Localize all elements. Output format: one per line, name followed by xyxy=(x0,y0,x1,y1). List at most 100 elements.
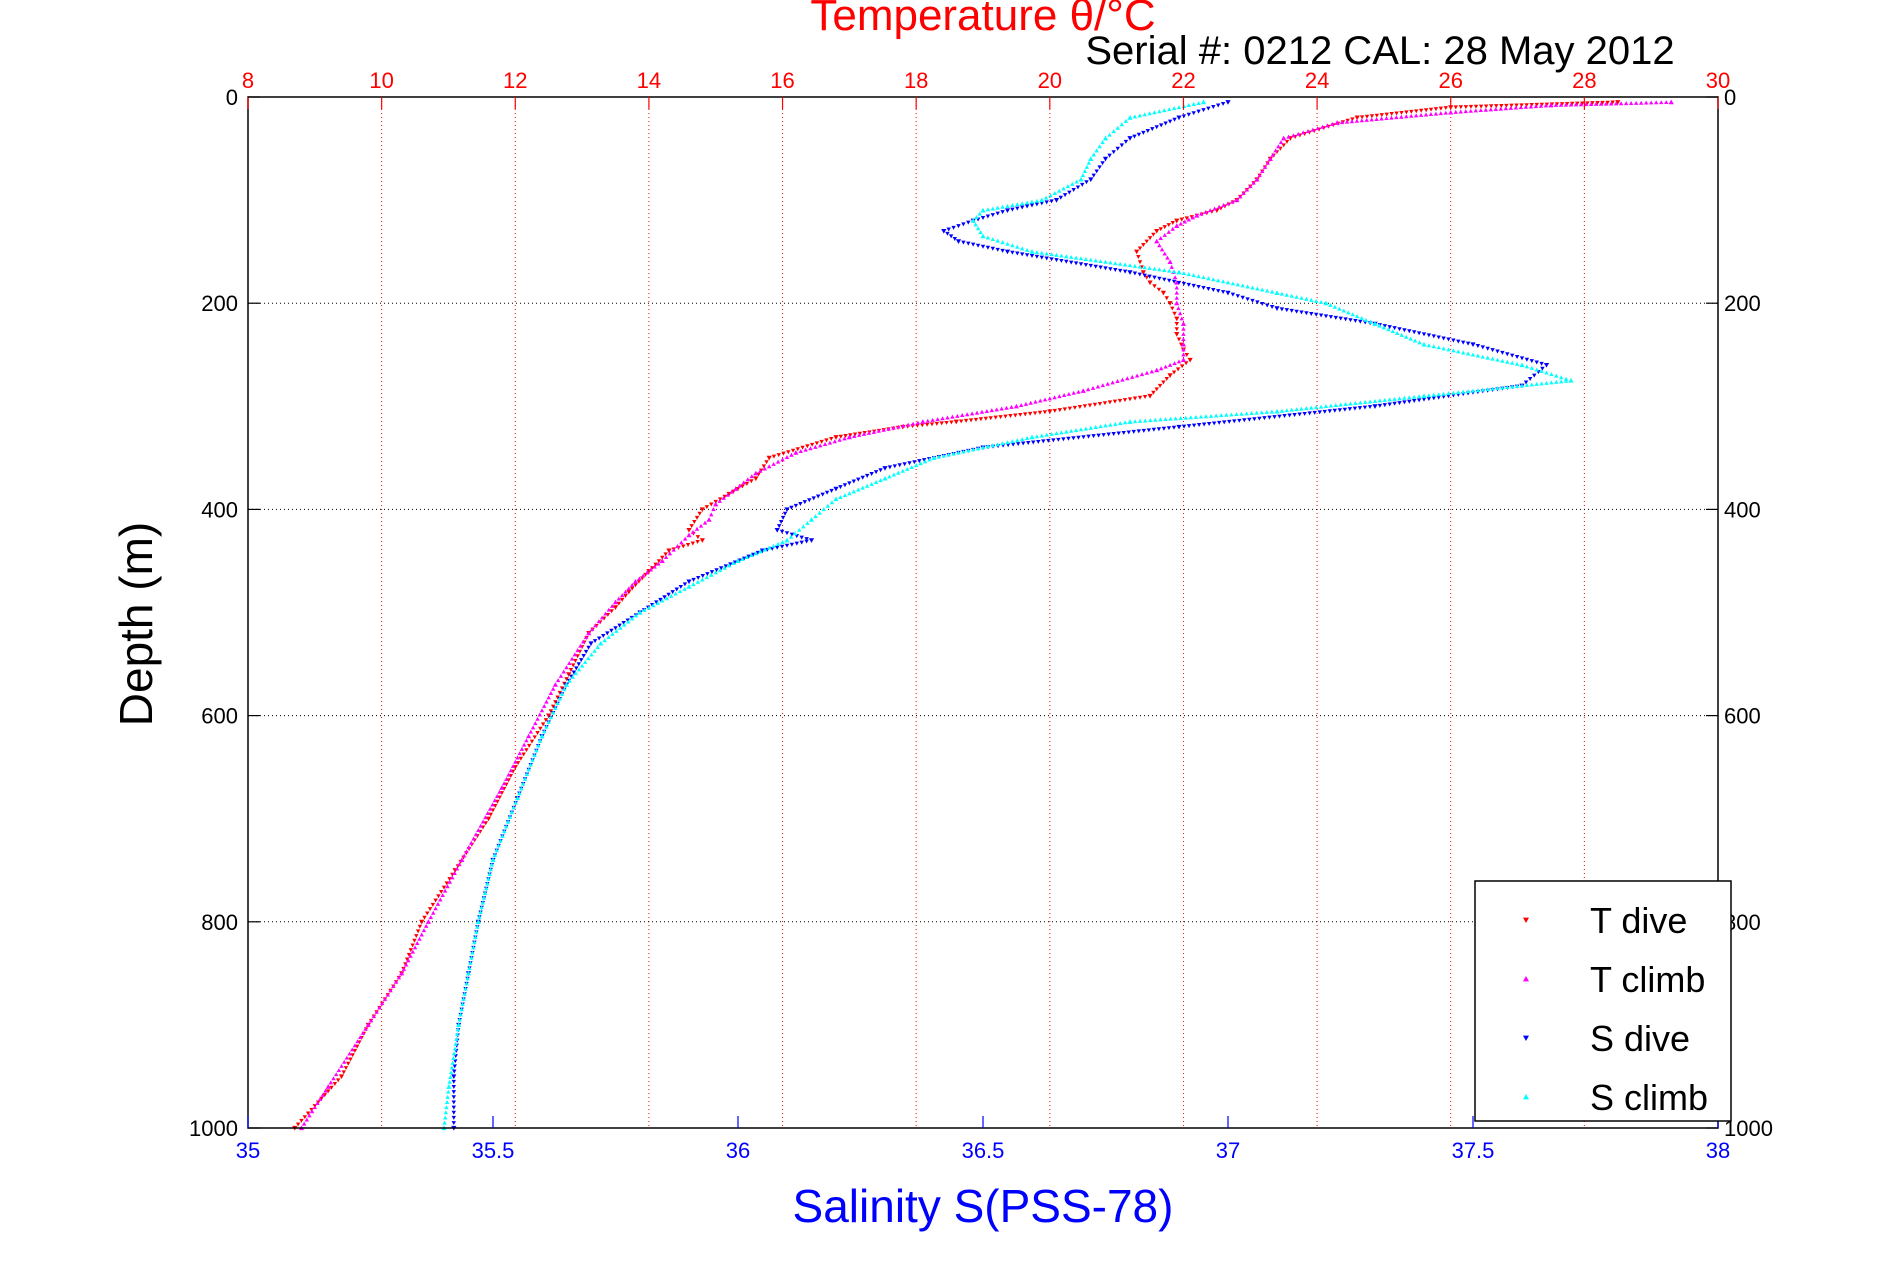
data-point xyxy=(1377,323,1382,328)
data-point xyxy=(1177,311,1183,316)
data-point xyxy=(522,776,528,781)
data-point xyxy=(1073,428,1079,433)
data-point xyxy=(474,929,479,934)
data-point xyxy=(1061,393,1067,398)
data-point xyxy=(956,450,961,455)
data-point xyxy=(1113,261,1118,266)
data-point xyxy=(599,615,605,620)
data-point xyxy=(789,542,795,547)
data-point xyxy=(838,485,843,490)
data-point xyxy=(1328,302,1333,307)
legend-label-s-dive: S dive xyxy=(1590,1018,1690,1059)
data-point xyxy=(1389,112,1394,117)
data-point xyxy=(1384,112,1389,117)
data-point xyxy=(1407,395,1412,400)
data-point xyxy=(1026,441,1031,445)
data-point xyxy=(771,454,777,459)
data-point xyxy=(1539,102,1545,107)
data-point xyxy=(1112,399,1118,404)
data-point xyxy=(1095,384,1101,389)
data-point xyxy=(1052,395,1057,400)
data-point xyxy=(1395,330,1400,335)
data-point xyxy=(578,643,583,648)
temperature-tick-label: 14 xyxy=(637,68,661,93)
salinity-tick-label: 35 xyxy=(236,1138,260,1163)
data-point xyxy=(480,900,486,905)
data-point xyxy=(1151,427,1157,432)
data-point xyxy=(567,678,572,683)
data-point xyxy=(1132,263,1138,268)
data-point xyxy=(1418,112,1424,117)
data-point xyxy=(782,511,788,516)
data-point xyxy=(1162,108,1167,113)
data-point xyxy=(636,579,642,584)
data-point xyxy=(1392,396,1397,401)
data-point xyxy=(425,919,432,924)
data-point xyxy=(837,437,842,442)
data-point xyxy=(322,1093,328,1098)
data-point xyxy=(1615,100,1621,105)
data-point xyxy=(1145,128,1151,133)
data-point xyxy=(562,687,567,692)
data-point xyxy=(779,529,785,534)
data-point xyxy=(964,412,970,417)
data-point xyxy=(1119,122,1125,127)
data-point xyxy=(1441,346,1446,351)
data-point xyxy=(658,597,663,602)
data-point xyxy=(1465,351,1471,356)
data-point xyxy=(1051,438,1056,443)
data-point xyxy=(780,457,785,462)
data-point xyxy=(1382,403,1387,408)
data-point xyxy=(583,649,589,654)
data-point xyxy=(430,910,436,915)
data-point xyxy=(1475,388,1481,393)
data-point xyxy=(537,738,543,743)
data-point xyxy=(415,929,421,934)
data-point xyxy=(1024,436,1030,441)
temperature-tick-label: 18 xyxy=(904,68,928,93)
data-point xyxy=(1262,164,1268,169)
data-point xyxy=(1623,101,1629,106)
data-point xyxy=(1279,408,1285,413)
data-point xyxy=(427,907,433,912)
data-point xyxy=(1333,403,1338,408)
data-point xyxy=(1085,387,1091,392)
data-point xyxy=(860,485,865,490)
data-point xyxy=(633,583,638,588)
data-point xyxy=(1274,306,1280,311)
data-point xyxy=(674,587,679,592)
data-point xyxy=(1282,414,1287,419)
data-point xyxy=(1580,101,1585,106)
data-point xyxy=(741,556,747,561)
data-point xyxy=(586,645,591,650)
data-point xyxy=(1174,295,1179,300)
data-point xyxy=(798,449,803,454)
data-point xyxy=(968,418,974,423)
data-point xyxy=(686,579,692,585)
data-point xyxy=(961,449,966,454)
data-point xyxy=(393,979,399,984)
data-point xyxy=(1000,204,1005,209)
data-point xyxy=(1176,359,1182,364)
data-point xyxy=(445,884,450,889)
series-layer xyxy=(292,99,1674,1131)
data-point xyxy=(1220,290,1226,295)
data-point xyxy=(1174,223,1180,228)
data-point xyxy=(985,214,991,219)
data-point xyxy=(1167,259,1173,265)
data-point xyxy=(1485,387,1490,392)
data-point xyxy=(1074,179,1079,184)
data-point xyxy=(492,798,498,803)
data-point xyxy=(1284,292,1289,297)
data-point xyxy=(1009,404,1014,409)
data-point xyxy=(1153,417,1158,422)
data-point xyxy=(966,448,971,453)
data-point xyxy=(1659,100,1664,105)
data-point xyxy=(496,843,501,848)
data-point xyxy=(497,795,502,800)
data-point xyxy=(1191,273,1196,278)
data-point xyxy=(663,552,668,557)
data-point xyxy=(1152,266,1157,271)
data-point xyxy=(1167,373,1173,378)
data-point xyxy=(682,582,688,587)
